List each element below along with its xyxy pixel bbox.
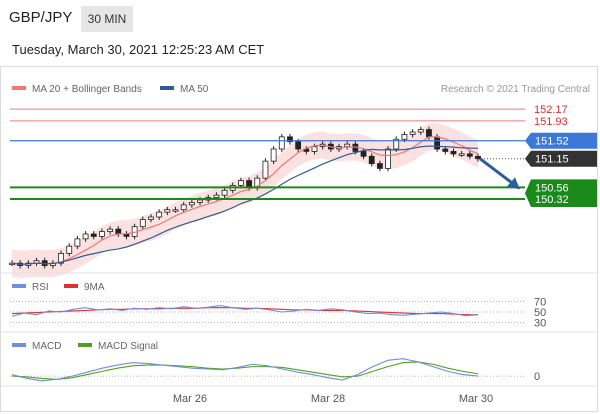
candle-body (58, 253, 64, 264)
candle-body (197, 199, 203, 203)
ma50-legend-swatch (160, 86, 174, 90)
rsi-ma-legend-swatch (64, 284, 78, 288)
forecast-arrow-head (507, 177, 520, 190)
ma50-line (11, 145, 479, 265)
last-price-tag (525, 150, 597, 167)
timeframe-button[interactable]: 30 MIN (81, 6, 133, 32)
candle-body (188, 202, 195, 206)
ma20-line (11, 136, 479, 265)
candle-body (385, 148, 391, 169)
chart-frame (0, 66, 598, 412)
candle-body (164, 209, 171, 213)
rsi-legend-label: RSI (32, 282, 49, 293)
candle-body (123, 233, 130, 237)
candle-body (74, 238, 81, 247)
candle-body (434, 136, 441, 150)
candle-body (66, 245, 73, 254)
candle-body (148, 216, 154, 220)
macd-legend-label: MACD (32, 341, 61, 352)
candle-body (393, 138, 400, 150)
timestamp: Tuesday, March 30, 2021 12:25:23 AM CET (12, 42, 265, 57)
candle-body (360, 151, 367, 157)
price-panel (9, 123, 481, 278)
candle-body (238, 180, 244, 186)
candle-body (426, 129, 432, 138)
resistance-label: 151.93 (534, 116, 568, 128)
candle-body (90, 233, 97, 237)
candle-body (99, 231, 105, 237)
candle-body (295, 141, 302, 150)
candle-body (156, 211, 163, 218)
chart-header: GBP/JPY 30 MIN (0, 0, 600, 38)
candle-body (82, 233, 89, 240)
x-tick-label: Mar 30 (459, 393, 493, 405)
bollinger-band (12, 123, 478, 278)
macd-panel: 0 (10, 358, 540, 383)
candle-body (213, 194, 220, 198)
candle-body (344, 143, 351, 147)
rsi-tick-label: 30 (534, 318, 546, 330)
candle-body (450, 151, 457, 155)
resistance-label: 152.17 (534, 104, 568, 116)
ma20-legend-label: MA 20 + Bollinger Bands (32, 84, 142, 95)
macd-signal-line (11, 361, 479, 380)
support-label: 150.32 (535, 194, 569, 206)
candle-body (278, 136, 285, 150)
candle-body (139, 219, 146, 228)
candle-body (458, 153, 465, 156)
candle-body (409, 131, 416, 135)
support-label: 150.56 (535, 182, 569, 194)
candle-body (417, 129, 424, 133)
macd-signal-legend-swatch (78, 343, 92, 347)
x-tick-label: Mar 28 (311, 393, 345, 405)
x-tick-label: Mar 26 (173, 393, 207, 405)
candle-body (376, 163, 383, 169)
rsi-ma-legend-label: 9MA (84, 282, 105, 293)
candle-body (401, 134, 408, 140)
candle-body (221, 189, 228, 196)
candle-body (442, 148, 449, 152)
ma50-legend-label: MA 50 (180, 84, 209, 95)
candle-body (172, 209, 179, 212)
forecast-arrow-line (479, 157, 515, 186)
rsi-line (11, 305, 479, 317)
macd-signal-legend-label: MACD Signal (98, 341, 158, 352)
candle-body (466, 153, 473, 157)
candle-body (115, 228, 122, 235)
pivot-tag (525, 132, 597, 149)
rsi-legend-swatch (12, 284, 26, 288)
candle-body (287, 136, 293, 143)
rsi-ma-line (11, 307, 478, 316)
candle-body (270, 148, 277, 162)
macd-tick-label: 0 (534, 371, 540, 383)
ma20-legend-swatch (12, 86, 26, 90)
candle-body (311, 146, 318, 152)
candle-body (180, 204, 187, 211)
macd-line (11, 358, 479, 382)
candle-body (262, 160, 269, 179)
candle-body (368, 155, 375, 164)
credit-text: Research © 2021 Trading Central (441, 84, 590, 95)
pair-title: GBP/JPY (9, 9, 73, 26)
pivot-label: 151.52 (535, 136, 569, 148)
macd-legend-swatch (12, 343, 26, 347)
rsi-tick-label: 70 (534, 296, 546, 308)
last-price-label: 151.15 (535, 154, 569, 166)
rsi-tick-label: 50 (534, 307, 546, 319)
support-tag (525, 179, 597, 208)
candle-body (107, 228, 114, 232)
